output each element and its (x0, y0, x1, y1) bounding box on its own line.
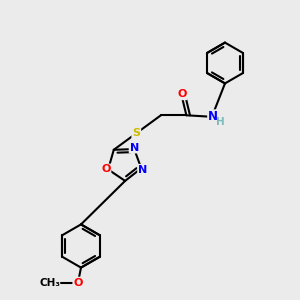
Text: CH₃: CH₃ (40, 278, 61, 288)
Text: N: N (130, 142, 139, 153)
Text: O: O (101, 164, 110, 175)
Text: H: H (216, 117, 225, 127)
Text: N: N (208, 110, 218, 123)
Text: S: S (132, 128, 140, 138)
Text: N: N (138, 165, 147, 175)
Text: O: O (73, 278, 83, 288)
Text: O: O (177, 89, 187, 99)
